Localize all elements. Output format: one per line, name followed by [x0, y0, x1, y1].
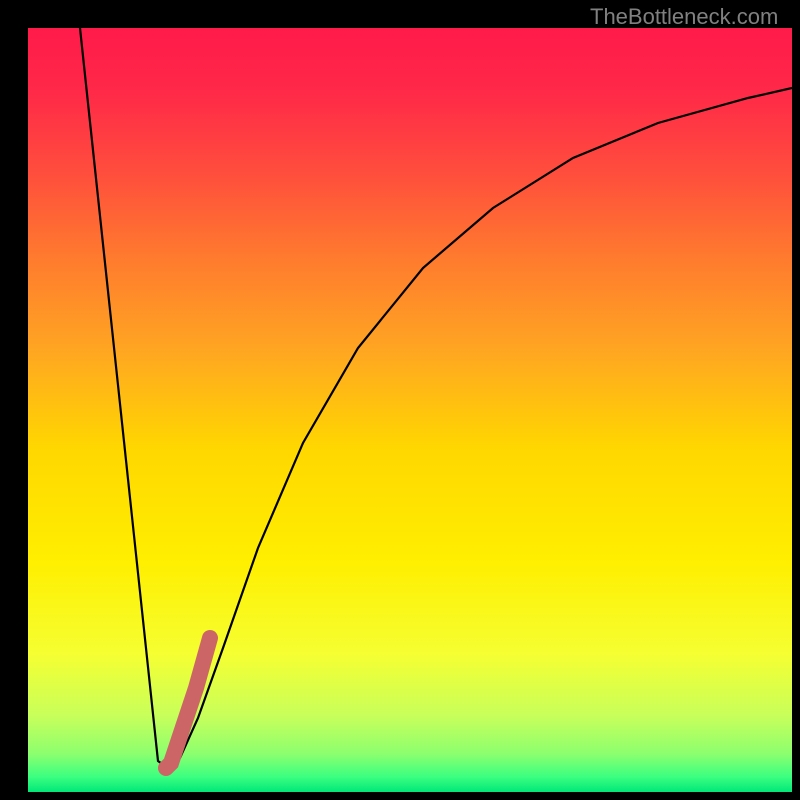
chart-container: TheBottleneck.com — [0, 0, 800, 800]
plot-area — [28, 28, 792, 792]
chart-svg — [28, 28, 792, 792]
gradient-background — [28, 28, 792, 792]
source-watermark: TheBottleneck.com — [590, 4, 778, 30]
